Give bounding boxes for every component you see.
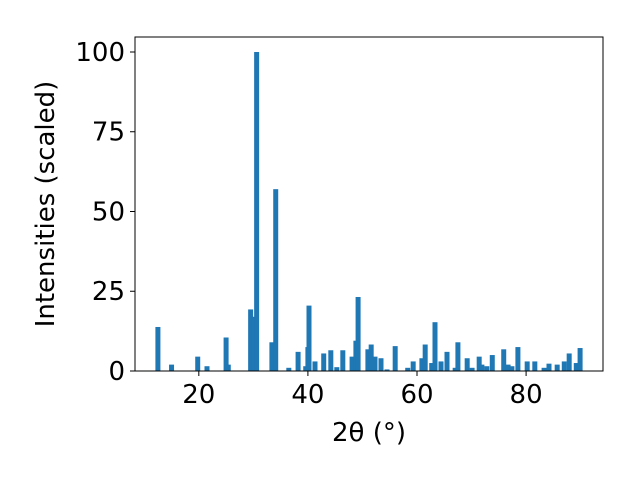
bar: [455, 342, 461, 371]
bar: [251, 316, 257, 371]
bar: [524, 361, 530, 371]
x-tick-label: 20: [182, 380, 215, 410]
bar: [432, 322, 438, 371]
y-axis-label: Intensities (scaled): [31, 81, 61, 328]
bar: [392, 346, 398, 371]
bar: [155, 326, 161, 371]
bar: [489, 355, 495, 371]
x-tick-label: 40: [291, 380, 324, 410]
bar: [422, 344, 428, 371]
bar: [484, 366, 490, 371]
bar: [306, 305, 312, 371]
bar: [169, 364, 175, 371]
bar: [573, 363, 579, 371]
bar: [554, 364, 560, 371]
bar: [405, 367, 411, 371]
bar: [365, 349, 371, 371]
bar: [419, 358, 425, 371]
bar: [223, 337, 229, 371]
bar: [515, 347, 521, 371]
bar: [410, 361, 416, 371]
y-tick-label: 75: [92, 118, 125, 148]
x-tick-label: 60: [400, 380, 433, 410]
bar: [195, 356, 201, 371]
bar: [444, 351, 450, 371]
y-tick-label: 25: [92, 277, 125, 307]
bar: [340, 350, 346, 371]
bar: [254, 51, 260, 371]
bar: [464, 358, 470, 371]
bar: [541, 367, 547, 371]
bar: [312, 361, 318, 371]
bar: [501, 349, 507, 371]
bar: [561, 361, 567, 371]
bar: [321, 353, 327, 371]
bar: [269, 342, 275, 371]
bar: [286, 367, 292, 371]
bar: [566, 353, 572, 371]
bar: [438, 361, 444, 371]
bar: [546, 363, 552, 371]
bar: [204, 366, 210, 371]
bar: [349, 356, 355, 371]
x-tick-label: 80: [510, 380, 543, 410]
bar: [505, 364, 511, 371]
bar: [384, 369, 390, 371]
bar: [372, 356, 378, 371]
bar: [476, 356, 482, 371]
bar: [479, 364, 485, 371]
bar: [248, 309, 254, 371]
bar: [469, 367, 475, 371]
bar: [355, 296, 361, 371]
bar: [532, 361, 538, 371]
y-tick-label: 100: [75, 38, 125, 68]
bar: [429, 363, 435, 371]
bar: [509, 366, 515, 371]
bar: [452, 367, 458, 371]
bar: [577, 348, 583, 371]
bar: [273, 189, 279, 371]
y-tick-label: 0: [108, 357, 125, 387]
bar: [334, 367, 340, 371]
y-tick-label: 50: [92, 197, 125, 227]
x-axis-label: 2θ (°): [332, 418, 406, 448]
bar: [295, 351, 301, 371]
bar: [328, 350, 334, 371]
plot-frame: [134, 36, 604, 372]
bar: [378, 358, 384, 371]
bar: [225, 364, 231, 371]
bar: [368, 344, 374, 371]
